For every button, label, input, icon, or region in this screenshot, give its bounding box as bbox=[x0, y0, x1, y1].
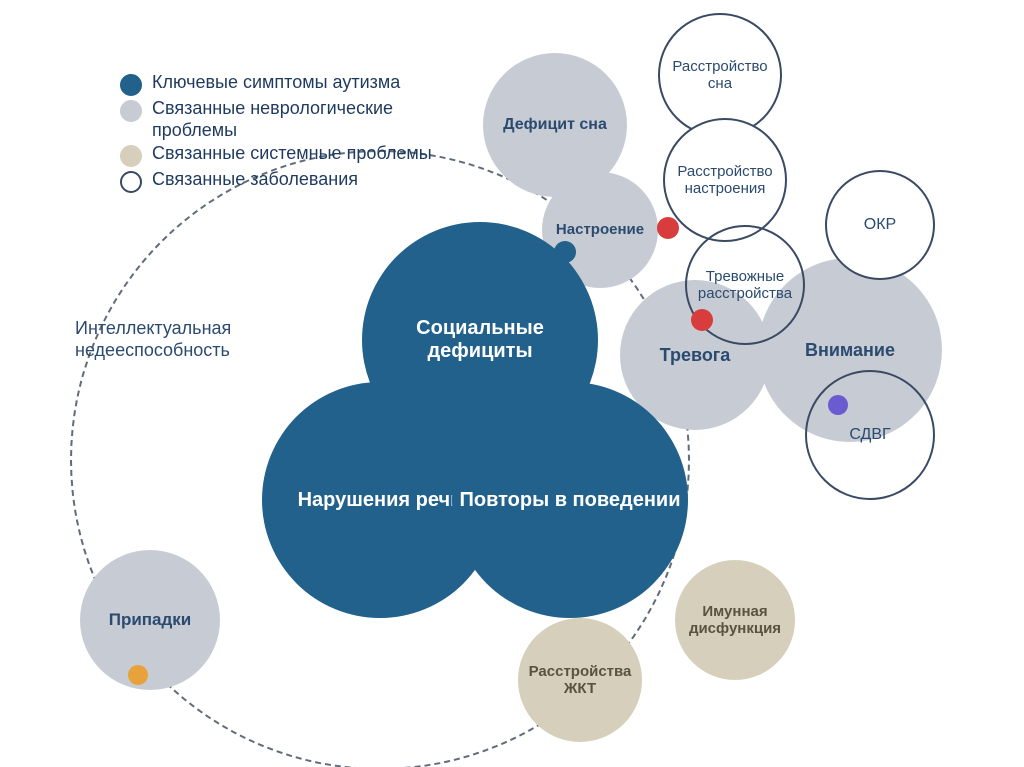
marker-dot_red2 bbox=[691, 309, 713, 331]
node-ocd: ОКР bbox=[825, 170, 935, 280]
node-label: Внимание bbox=[801, 336, 899, 365]
legend: Ключевые симптомы аутизма Связанные невро… bbox=[120, 72, 452, 195]
node-label: Припадки bbox=[105, 606, 196, 634]
node-label: Нарушения речи bbox=[294, 485, 467, 516]
node-immune: Имунная дисфункция bbox=[675, 560, 795, 680]
node-label: Расстройства ЖКТ bbox=[518, 659, 642, 702]
node-label: Расстройство сна bbox=[660, 54, 780, 97]
legend-label: Связанные системные проблемы bbox=[152, 143, 432, 165]
marker-dot_blue bbox=[554, 241, 576, 263]
node-label: Настроение bbox=[552, 217, 648, 242]
legend-swatch-icon bbox=[120, 171, 142, 193]
free-label-intellect: Интеллектуальная недееспособность bbox=[75, 318, 295, 361]
node-gi: Расстройства ЖКТ bbox=[518, 618, 642, 742]
node-label: Повторы в поведении bbox=[455, 485, 684, 516]
node-adhd: СДВГ bbox=[805, 370, 935, 500]
legend-label: Ключевые симптомы аутизма bbox=[152, 72, 400, 94]
node-label: Тревожные расстройства bbox=[687, 264, 803, 307]
marker-dot_purple bbox=[828, 395, 848, 415]
legend-item: Ключевые симптомы аутизма bbox=[120, 72, 452, 96]
legend-label: Связанные заболевания bbox=[152, 169, 358, 191]
legend-swatch-icon bbox=[120, 100, 142, 122]
legend-item: Связанные заболевания bbox=[120, 169, 452, 193]
diagram-stage: Ключевые симптомы аутизма Связанные невро… bbox=[0, 0, 1024, 767]
node-label: Дефицит сна bbox=[499, 112, 611, 138]
node-label: ОКР bbox=[860, 212, 900, 238]
marker-dot_red1 bbox=[657, 217, 679, 239]
legend-swatch-icon bbox=[120, 74, 142, 96]
node-label: Расстройство настроения bbox=[665, 159, 785, 202]
node-mood_disorder: Расстройство настроения bbox=[663, 118, 787, 242]
node-label: Тревога bbox=[656, 341, 735, 370]
legend-item: Связанные неврологические проблемы bbox=[120, 98, 452, 141]
legend-swatch-icon bbox=[120, 145, 142, 167]
node-label: Имунная дисфункция bbox=[675, 599, 795, 642]
node-label: СДВГ bbox=[845, 422, 894, 448]
node-seizures: Припадки bbox=[80, 550, 220, 690]
marker-dot_orange bbox=[128, 665, 148, 685]
legend-label: Связанные неврологические проблемы bbox=[152, 98, 452, 141]
legend-item: Связанные системные проблемы bbox=[120, 143, 452, 167]
node-label: Социальные дефициты bbox=[362, 313, 598, 367]
node-repetition: Повторы в поведении bbox=[452, 382, 688, 618]
